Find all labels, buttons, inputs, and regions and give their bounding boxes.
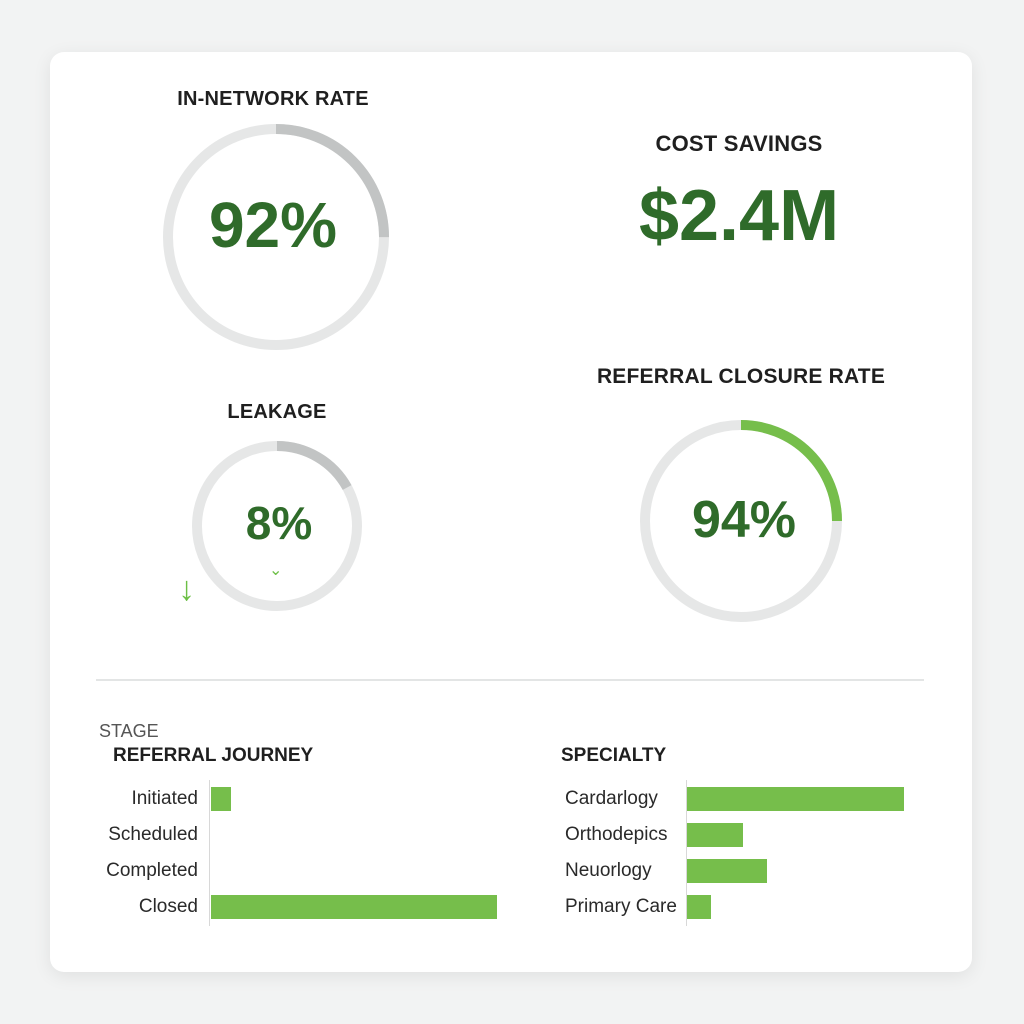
specialty-label: Primary Care <box>565 896 677 917</box>
specialty-bar <box>687 859 768 883</box>
chevron-down-icon: ⌄ <box>269 562 283 579</box>
in-network-progress <box>163 124 389 350</box>
specialty-label: Cardarlogy <box>565 788 658 809</box>
closure-progress <box>640 420 842 622</box>
journey-label: Closed <box>138 896 198 917</box>
section-divider <box>96 679 924 681</box>
down-arrow-icon: ↓ <box>178 570 195 608</box>
journey-axis <box>209 780 210 926</box>
leakage-progress <box>192 441 362 611</box>
specialty-title: SPECIALTY <box>561 745 667 766</box>
specialty-axis <box>686 780 687 926</box>
specialty-label: Orthodepics <box>565 824 668 845</box>
journey-title: REFERRAL JOURNEY <box>113 745 314 766</box>
in-network-title: IN-NETWORK RATE <box>177 88 369 110</box>
journey-label: Initiated <box>131 788 198 809</box>
leakage-gauge <box>192 441 362 611</box>
in-network-value: 92% <box>208 189 338 261</box>
journey-label: Scheduled <box>108 824 198 845</box>
closure-title: REFERRAL CLOSURE RATE <box>596 365 886 388</box>
in-network-gauge <box>163 124 389 350</box>
specialty-bar <box>687 823 744 847</box>
leakage-value: 8% <box>245 497 313 549</box>
closure-value: 94% <box>691 491 797 549</box>
closure-gauge <box>640 420 842 622</box>
journey-bar <box>211 895 497 919</box>
specialty-label: Neuorlogy <box>565 860 652 881</box>
specialty-bar <box>687 787 904 811</box>
specialty-bar <box>687 895 711 919</box>
journey-bar <box>211 787 232 811</box>
cost-savings-value: $2.4M <box>638 176 840 256</box>
cost-savings-title: COST SAVINGS <box>655 131 823 156</box>
journey-label: Completed <box>106 860 198 881</box>
stage-axis-label: STAGE <box>99 721 159 741</box>
leakage-title: LEAKAGE <box>227 401 327 423</box>
dashboard-card <box>50 52 972 972</box>
